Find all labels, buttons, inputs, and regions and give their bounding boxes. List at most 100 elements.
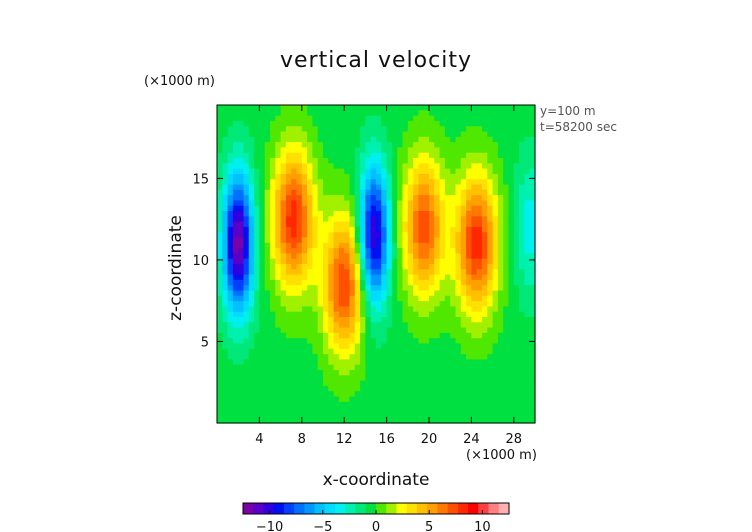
heatmap-cell xyxy=(444,295,451,302)
heatmap-cell xyxy=(487,126,494,133)
heatmap-cell xyxy=(296,264,303,270)
heatmap-cell xyxy=(264,364,271,371)
heatmap-cell xyxy=(232,274,239,281)
colorbar-segment xyxy=(324,503,336,514)
heatmap-cell xyxy=(434,158,441,164)
heatmap-cell xyxy=(376,221,382,228)
heatmap-cell xyxy=(429,301,435,307)
heatmap-cell xyxy=(344,274,351,281)
heatmap-cell xyxy=(413,184,419,191)
heatmap-cell xyxy=(397,306,404,313)
heatmap-cell xyxy=(338,258,345,265)
heatmap-cell xyxy=(439,189,446,196)
heatmap-cell xyxy=(217,189,223,196)
heatmap-cell xyxy=(333,364,340,371)
heatmap-cell xyxy=(423,348,430,355)
heatmap-cell xyxy=(291,407,298,413)
heatmap-cell xyxy=(291,115,298,122)
heatmap-cell xyxy=(317,264,324,270)
heatmap-cell xyxy=(386,221,393,228)
heatmap-cell xyxy=(460,301,467,307)
annotation-time: t=58200 sec xyxy=(540,120,617,134)
heatmap-cell xyxy=(243,327,250,334)
heatmap-cell xyxy=(344,221,351,228)
heatmap-cell xyxy=(354,221,361,228)
heatmap-cell xyxy=(418,401,425,408)
heatmap-cell xyxy=(328,126,335,133)
heatmap-cell xyxy=(492,343,499,350)
heatmap-cell xyxy=(354,327,361,334)
heatmap-cell xyxy=(482,226,488,233)
heatmap-cell xyxy=(270,375,276,382)
heatmap-cell xyxy=(413,195,419,201)
heatmap-cell xyxy=(476,147,483,154)
heatmap-cell xyxy=(259,375,266,382)
heatmap-cell xyxy=(243,354,250,360)
heatmap-cell xyxy=(312,253,319,260)
heatmap-cell xyxy=(301,338,308,345)
heatmap-cell xyxy=(497,253,504,260)
heatmap-cell xyxy=(444,105,451,111)
heatmap-cell xyxy=(529,396,536,403)
heatmap-cell xyxy=(476,168,483,175)
heatmap-cell xyxy=(238,163,245,170)
heatmap-cell xyxy=(429,195,435,201)
heatmap-cell xyxy=(391,200,398,207)
heatmap-cell xyxy=(391,195,398,201)
heatmap-cell xyxy=(497,412,504,419)
heatmap-cell xyxy=(439,253,446,260)
heatmap-cell xyxy=(227,343,234,350)
heatmap-cell xyxy=(402,417,409,424)
heatmap-cell xyxy=(407,370,414,376)
heatmap-cell xyxy=(264,258,271,265)
heatmap-cell xyxy=(222,407,229,413)
heatmap-cell xyxy=(439,211,446,217)
heatmap-cell xyxy=(291,338,298,345)
heatmap-cell xyxy=(418,301,425,307)
heatmap-cell xyxy=(460,306,467,313)
heatmap-cell xyxy=(370,327,377,334)
heatmap-cell xyxy=(270,317,276,323)
heatmap-cell xyxy=(338,131,345,138)
heatmap-cell xyxy=(439,179,446,186)
heatmap-cell xyxy=(476,264,483,270)
heatmap-cell xyxy=(376,168,382,175)
heatmap-cell xyxy=(418,327,425,334)
heatmap-cell xyxy=(423,168,430,175)
heatmap-cell xyxy=(312,375,319,382)
heatmap-cell xyxy=(360,216,366,223)
heatmap-cell xyxy=(466,343,472,350)
heatmap-cell xyxy=(254,110,260,117)
heatmap-cell xyxy=(386,184,393,191)
heatmap-cell xyxy=(423,396,430,403)
heatmap-cell xyxy=(317,110,324,117)
heatmap-cell xyxy=(285,216,292,223)
heatmap-cell xyxy=(227,163,234,170)
heatmap-cell xyxy=(259,264,266,270)
heatmap-cell xyxy=(376,163,382,170)
heatmap-cell xyxy=(227,216,234,223)
heatmap-cell xyxy=(413,311,419,318)
colorbar-segment xyxy=(273,503,285,514)
heatmap-cell xyxy=(418,232,425,239)
heatmap-cell xyxy=(460,115,467,122)
heatmap-cell xyxy=(482,115,488,122)
x-tick-label: 28 xyxy=(506,432,523,447)
heatmap-cell xyxy=(307,412,313,419)
heatmap-cell xyxy=(222,136,229,143)
heatmap-cell xyxy=(323,126,329,133)
heatmap-cell xyxy=(238,317,245,323)
heatmap-cell xyxy=(450,131,457,138)
heatmap-cell xyxy=(338,232,345,239)
heatmap-cell xyxy=(275,152,282,159)
heatmap-cell xyxy=(323,258,329,265)
heatmap-cell xyxy=(429,142,435,148)
heatmap-cell xyxy=(270,189,276,196)
heatmap-cell xyxy=(397,412,404,419)
heatmap-cell xyxy=(508,322,515,329)
heatmap-cell xyxy=(476,338,483,345)
heatmap-cell xyxy=(524,311,531,318)
heatmap-cell xyxy=(296,327,303,334)
heatmap-cell xyxy=(439,158,446,164)
heatmap-cell xyxy=(381,142,388,148)
